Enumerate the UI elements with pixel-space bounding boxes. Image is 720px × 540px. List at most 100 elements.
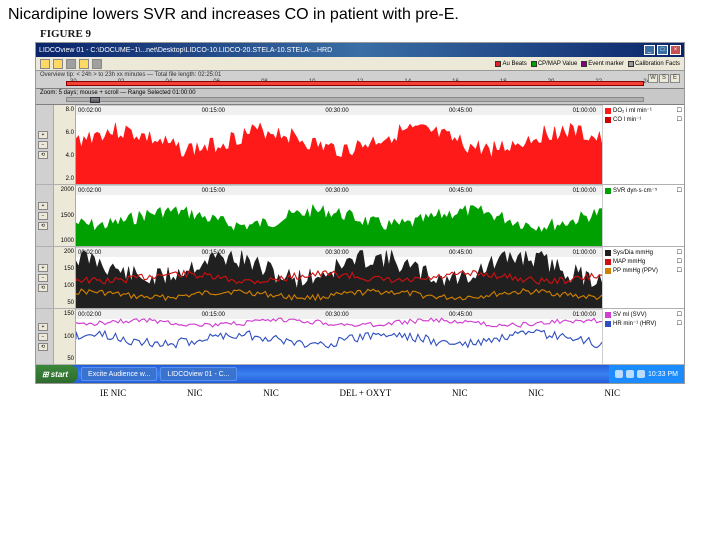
minimize-button[interactable]: _ bbox=[644, 45, 655, 55]
legend-item[interactable]: SVR dyn·s·cm⁻⁵☐ bbox=[605, 187, 682, 194]
close-button[interactable]: × bbox=[670, 45, 681, 55]
legend-checkbox[interactable]: ☐ bbox=[677, 267, 682, 274]
chart-plot[interactable]: 00:02:0000:15:0000:30:0000:45:0001:00:00 bbox=[76, 247, 602, 308]
y-axis: 200015001000 bbox=[54, 185, 76, 246]
legend-item[interactable]: SV ml (SVV)☐ bbox=[605, 311, 682, 318]
chart-control-button[interactable]: ⟲ bbox=[38, 222, 48, 230]
legend-checkbox[interactable]: ☐ bbox=[677, 311, 682, 318]
legend-item[interactable]: Sys/Dia mmHg ☐ bbox=[605, 249, 682, 256]
chart-controls: + − ⟲ bbox=[36, 185, 54, 246]
chart-panel: + − ⟲ 20001500100000:02:0000:15:0000:30:000… bbox=[36, 185, 684, 247]
chart-legend: DO₂ i ml min⁻¹☐ CO l min⁻¹ ☐ bbox=[602, 105, 684, 184]
legend-swatch-icon bbox=[495, 61, 501, 67]
chart-panel: +−⟲8.06.04.02.000:02:0000:15:0000:30:000… bbox=[36, 105, 684, 185]
tool-icon[interactable] bbox=[79, 59, 89, 69]
annotation-row: IE NICNICNICDEL + OXYTNICNICNIC bbox=[0, 384, 720, 398]
legend-swatch-icon bbox=[605, 268, 611, 274]
legend-label: PP mmHg (PPV) bbox=[613, 268, 658, 274]
chart-panel: +−⟲2001501005000:02:0000:15:0000:30:0000… bbox=[36, 247, 684, 309]
chart-plot[interactable]: 00:02:0000:15:0000:30:0000:45:0001:00:00 bbox=[76, 309, 602, 364]
chart-control-button[interactable]: ⟲ bbox=[38, 151, 48, 159]
legend-label: CO l min⁻¹ bbox=[613, 116, 642, 123]
legend-checkbox[interactable]: ☐ bbox=[677, 258, 682, 265]
start-button[interactable]: ⊞ start bbox=[36, 365, 78, 383]
legend-checkbox[interactable]: ☐ bbox=[677, 187, 682, 194]
legend-checkbox[interactable]: ☐ bbox=[677, 320, 682, 327]
y-tick: 100 bbox=[55, 283, 74, 289]
legend-swatch-icon bbox=[581, 61, 587, 67]
taskbar-item[interactable]: Excite Audience w... bbox=[81, 367, 157, 381]
tray-icon[interactable] bbox=[615, 370, 623, 378]
page-title: Nicardipine lowers SVR and increases CO … bbox=[0, 0, 720, 26]
chart-legend: SV ml (SVV)☐ HR min⁻¹ (HRV) ☐ bbox=[602, 309, 684, 364]
toolbar: Au Beats CP/MAP Value Event marker Calibrat… bbox=[36, 57, 684, 71]
zoom-slider[interactable] bbox=[66, 97, 644, 102]
annotation-label: IE NIC bbox=[100, 388, 126, 398]
maximize-button[interactable]: □ bbox=[657, 45, 668, 55]
y-axis: 15010050 bbox=[54, 309, 76, 364]
chart-plot[interactable]: 00:02:0000:15:0000:30:0000:45:0001:00:00 bbox=[76, 105, 602, 184]
chart-control-button[interactable]: − bbox=[38, 212, 48, 220]
system-tray[interactable]: 10:33 PM bbox=[609, 365, 684, 383]
y-tick: 6.0 bbox=[55, 130, 74, 136]
legend-swatch-icon bbox=[605, 250, 611, 256]
chart-control-button[interactable]: + bbox=[38, 131, 48, 139]
legend-swatch-icon bbox=[605, 259, 611, 265]
annotation-label: DEL + OXYT bbox=[340, 388, 392, 398]
toolbar-legend-item[interactable]: CP/MAP Value bbox=[531, 61, 577, 67]
chart-control-button[interactable]: ⟲ bbox=[38, 343, 48, 351]
legend-checkbox[interactable]: ☐ bbox=[677, 107, 682, 114]
toolbar-legend-item[interactable]: Calibration Facts bbox=[628, 61, 680, 67]
window-title: LIDCOview 01 - C:\DOCUME~1\...net\Deskto… bbox=[39, 47, 644, 54]
legend-item[interactable]: MAP mmHg ☐ bbox=[605, 258, 682, 265]
tool-icon[interactable] bbox=[40, 59, 50, 69]
y-tick: 100 bbox=[55, 334, 74, 340]
legend-item[interactable]: HR min⁻¹ (HRV) ☐ bbox=[605, 320, 682, 327]
chart-control-button[interactable]: − bbox=[38, 274, 48, 282]
tray-icon[interactable] bbox=[626, 370, 634, 378]
legend-checkbox[interactable]: ☐ bbox=[677, 249, 682, 256]
chart-control-button[interactable]: − bbox=[38, 333, 48, 341]
zoom-thumb[interactable] bbox=[90, 97, 100, 103]
chart-control-button[interactable]: ⟲ bbox=[38, 284, 48, 292]
tool-icon[interactable] bbox=[92, 59, 102, 69]
legend-item[interactable]: PP mmHg (PPV) ☐ bbox=[605, 267, 682, 274]
chart-legend: Sys/Dia mmHg ☐ MAP mmHg ☐ PP mmHg (PPV) ☐ bbox=[602, 247, 684, 308]
y-tick: 2.0 bbox=[55, 176, 74, 182]
y-axis: 20015010050 bbox=[54, 247, 76, 308]
tray-icon[interactable] bbox=[637, 370, 645, 378]
chart-controls: + − ⟲ bbox=[36, 105, 54, 184]
taskbar: ⊞ start Excite Audience w...LIDCOview 01… bbox=[36, 365, 684, 383]
chart-controls: + − ⟲ bbox=[36, 309, 54, 364]
legend-label: HR min⁻¹ (HRV) bbox=[613, 320, 656, 327]
overview-panel: Overview tip: < 24h > to 23h xx minutes … bbox=[36, 71, 684, 89]
tool-icon[interactable] bbox=[53, 59, 63, 69]
zoom-note: Zoom: 5 days; mouse + scroll — Range Sel… bbox=[40, 90, 680, 96]
nav-button[interactable]: E bbox=[670, 74, 680, 83]
legend-label: CP/MAP Value bbox=[538, 61, 577, 67]
legend-item[interactable]: CO l min⁻¹ ☐ bbox=[605, 116, 682, 123]
chart-plot[interactable]: 00:02:0000:15:0000:30:0000:45:0001:00:00 bbox=[76, 185, 602, 246]
toolbar-legend-item[interactable]: Au Beats bbox=[495, 61, 526, 67]
y-tick: 150 bbox=[55, 266, 74, 272]
y-tick: 4.0 bbox=[55, 153, 74, 159]
tool-icon[interactable] bbox=[66, 59, 76, 69]
taskbar-item[interactable]: LIDCOview 01 - C... bbox=[160, 367, 236, 381]
chart-control-button[interactable]: + bbox=[38, 202, 48, 210]
legend-label: MAP mmHg bbox=[613, 259, 645, 265]
chart-control-button[interactable]: − bbox=[38, 141, 48, 149]
nav-button[interactable]: S bbox=[659, 74, 669, 83]
overview-bar[interactable] bbox=[66, 81, 644, 86]
start-label: start bbox=[51, 370, 68, 379]
toolbar-legend-item[interactable]: Event marker bbox=[581, 61, 624, 67]
legend-label: Calibration Facts bbox=[635, 61, 680, 67]
nav-button[interactable]: W bbox=[648, 74, 658, 83]
annotation-label: NIC bbox=[528, 388, 544, 398]
chart-control-button[interactable]: + bbox=[38, 264, 48, 272]
legend-label: Sys/Dia mmHg bbox=[613, 250, 653, 256]
y-tick: 50 bbox=[55, 300, 74, 306]
legend-checkbox[interactable]: ☐ bbox=[677, 116, 682, 123]
legend-item[interactable]: DO₂ i ml min⁻¹☐ bbox=[605, 107, 682, 114]
chart-control-button[interactable]: + bbox=[38, 323, 48, 331]
annotation-label: NIC bbox=[604, 388, 620, 398]
